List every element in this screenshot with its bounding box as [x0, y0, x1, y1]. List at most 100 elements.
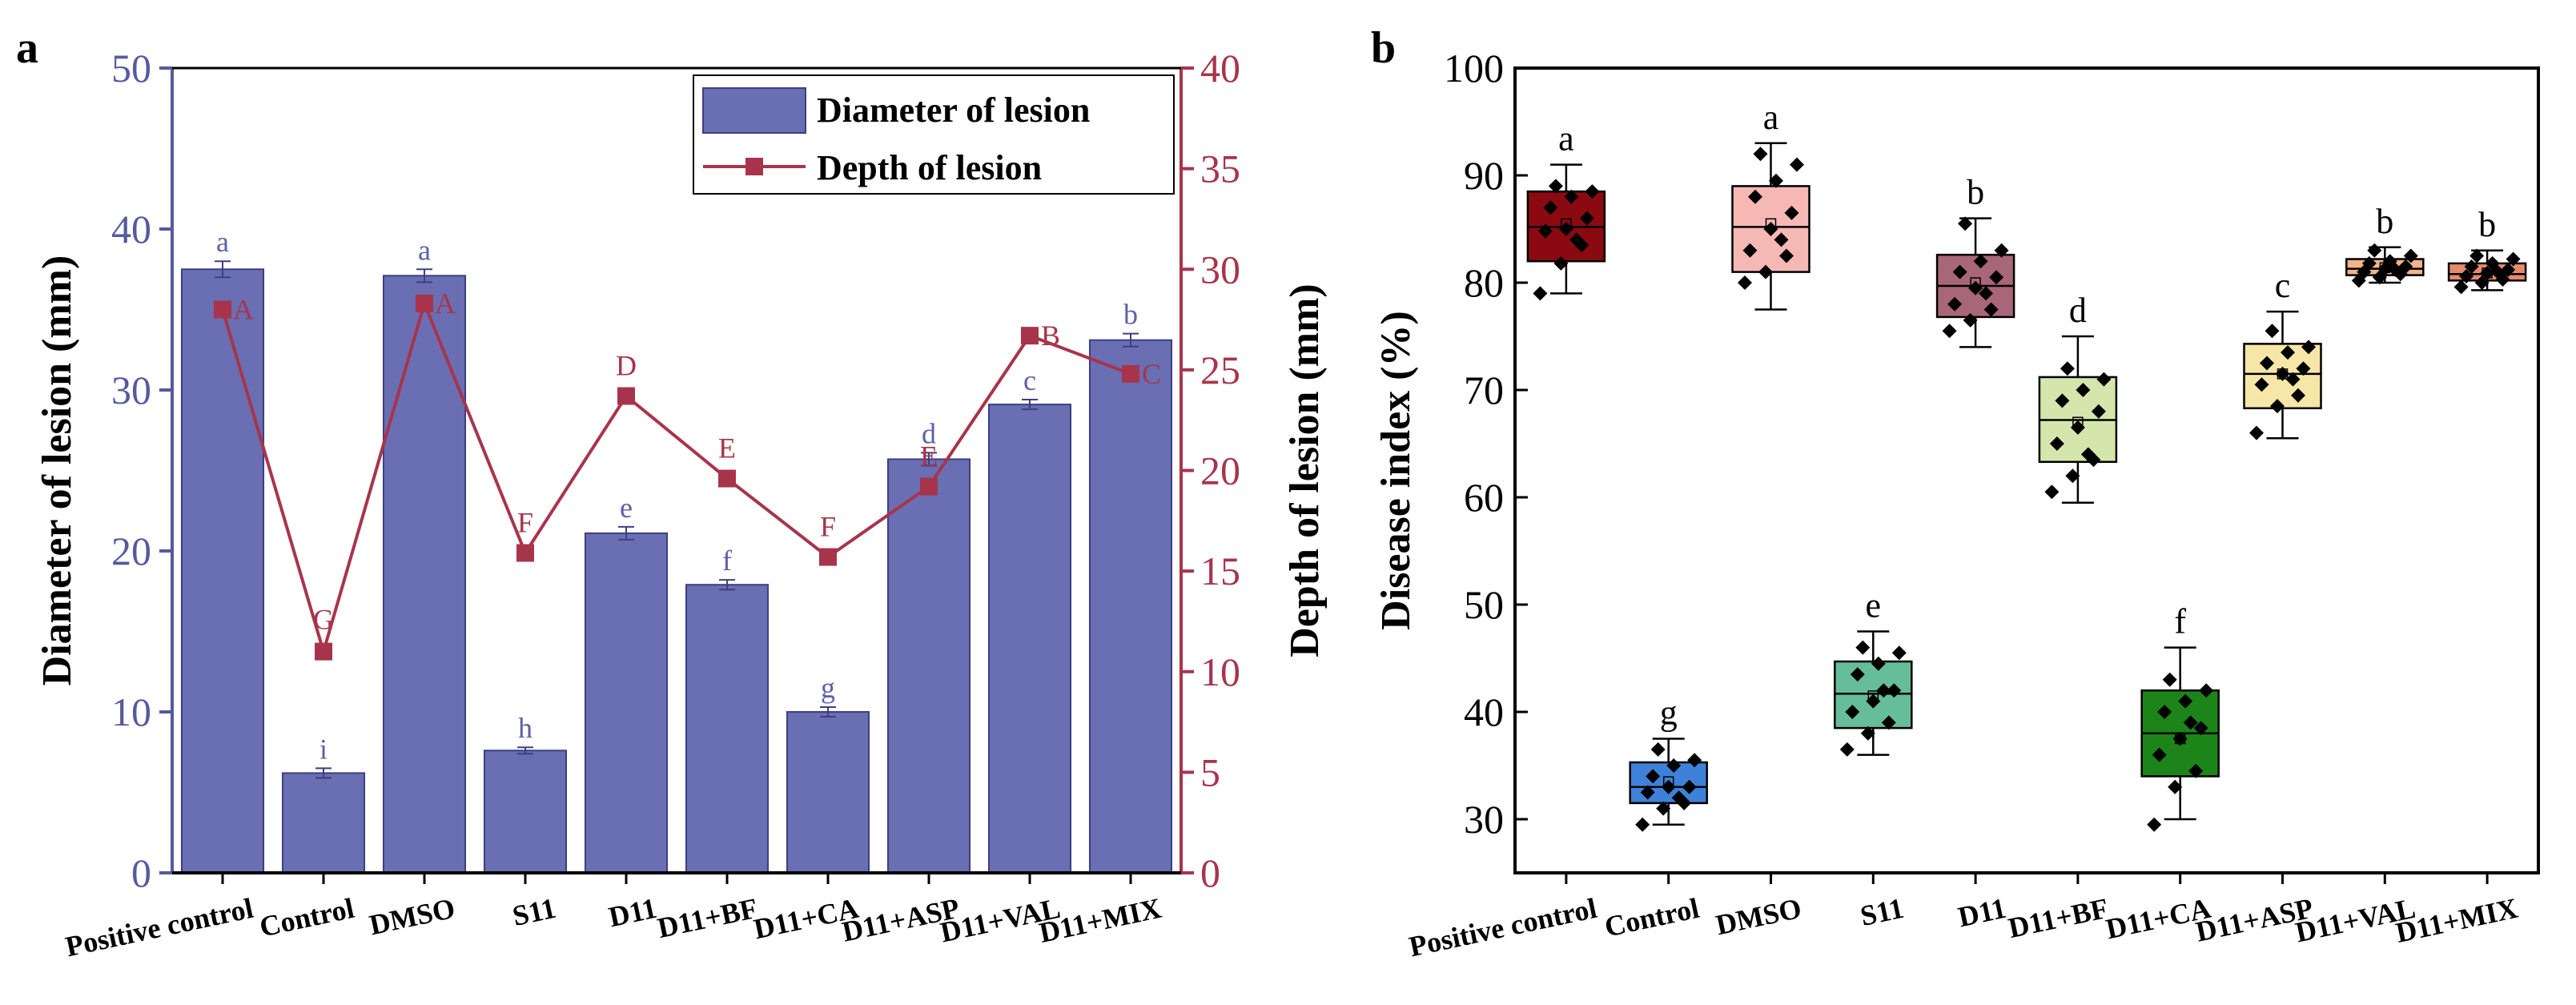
y-axis-left-title: Diameter of lesion (mm) — [34, 255, 80, 686]
data-point — [2403, 248, 2418, 263]
data-point — [2183, 715, 2198, 730]
bar-significance-label: i — [319, 733, 328, 765]
data-point — [1958, 216, 1973, 231]
error-bar — [215, 260, 231, 279]
line-marker — [920, 477, 938, 496]
error-bar — [820, 706, 836, 718]
data-point — [1558, 222, 1573, 236]
data-point — [2270, 399, 2285, 414]
data-point — [2480, 265, 2495, 280]
data-point — [2506, 251, 2521, 267]
error-bar — [618, 525, 634, 541]
bar-significance-label: a — [418, 234, 431, 266]
x-tick-label: S11 — [509, 892, 558, 932]
data-point — [1753, 147, 1768, 162]
data-point — [2361, 255, 2377, 271]
data-point — [2065, 468, 2080, 484]
data-point — [2147, 817, 2162, 832]
line-marker — [819, 548, 837, 566]
data-point — [1640, 785, 1655, 800]
line-significance-label: F — [820, 511, 836, 543]
bar-significance-label: d — [922, 417, 936, 449]
x-tick-label: Control — [1601, 892, 1702, 943]
line-marker — [214, 300, 231, 319]
data-point — [2367, 243, 2382, 258]
x-tick-label: D11 — [1955, 892, 2009, 934]
data-point — [2168, 779, 2183, 794]
panel-label-a: a — [16, 23, 38, 73]
bar-significance-label: f — [722, 545, 732, 577]
box-significance-label: e — [1866, 586, 1882, 625]
data-point — [2301, 340, 2316, 355]
data-point — [1661, 779, 1676, 794]
data-point — [2464, 259, 2479, 274]
data-point — [2490, 264, 2506, 279]
right-tick-label: 0 — [1200, 850, 1220, 895]
line-significance-label: E — [920, 440, 938, 472]
data-point — [1994, 243, 2009, 258]
error-bar — [416, 268, 432, 283]
line-marker — [718, 469, 736, 488]
data-point — [1983, 302, 1999, 317]
data-point — [2260, 356, 2274, 371]
data-point — [2096, 372, 2112, 387]
data-point — [1635, 817, 1650, 832]
y-axis-title: Disease index (%) — [1373, 311, 1419, 630]
data-point — [1860, 726, 1875, 741]
data-point — [2076, 383, 2091, 397]
bar-diameter — [584, 532, 669, 874]
data-point — [1564, 189, 1579, 204]
data-point — [1585, 184, 1600, 199]
data-point — [1947, 296, 1963, 312]
data-point — [2470, 248, 2485, 263]
x-tick-label: D11 — [606, 892, 660, 934]
left-tick-label: 40 — [111, 207, 151, 251]
data-point — [1850, 667, 1865, 682]
data-point — [1763, 222, 1778, 236]
data-point — [1579, 211, 1594, 226]
data-point — [1839, 742, 1855, 757]
box-significance-label: b — [2478, 205, 2496, 244]
data-point — [1548, 179, 1563, 194]
line-significance-label: G — [313, 604, 334, 636]
data-point — [1748, 189, 1762, 204]
legend-swatch-marker — [745, 158, 763, 175]
data-point — [1533, 286, 1548, 301]
data-point — [1537, 223, 1553, 239]
data-point — [2453, 279, 2469, 295]
bar-diameter — [382, 275, 467, 874]
data-point — [1646, 769, 1661, 784]
data-point — [1790, 157, 1804, 172]
right-tick-label: 30 — [1200, 247, 1240, 291]
line-significance-label: B — [1041, 320, 1060, 352]
data-point — [2091, 404, 2106, 419]
right-tick-label: 15 — [1200, 549, 1240, 593]
panel-label-b: b — [1371, 23, 1396, 73]
bar-diameter — [1088, 339, 1173, 874]
x-tick-label: Control — [257, 892, 357, 943]
data-point — [1774, 232, 1789, 247]
x-tick-label: Positive control — [1406, 892, 1599, 963]
y-tick-label: 60 — [1464, 475, 1504, 520]
data-point — [1569, 232, 1584, 247]
data-point — [1553, 255, 1569, 271]
data-point — [1779, 248, 1794, 263]
box — [1629, 761, 1708, 805]
right-tick-label: 35 — [1200, 147, 1240, 191]
box-significance-label: a — [1763, 98, 1779, 137]
bar-significance-label: g — [821, 672, 835, 704]
data-point — [2193, 721, 2208, 736]
x-tick-label: S11 — [1858, 892, 1907, 932]
data-point — [1543, 200, 1558, 215]
line-marker — [315, 642, 332, 661]
data-point — [1769, 173, 1783, 188]
line-significance-label: F — [517, 507, 533, 539]
y-tick-label: 100 — [1444, 46, 1504, 90]
data-point — [2070, 420, 2085, 435]
data-point — [2501, 262, 2516, 277]
data-point — [2157, 705, 2172, 719]
box-significance-label: g — [1660, 693, 1678, 733]
data-point — [1656, 801, 1671, 816]
data-point — [1891, 645, 1907, 661]
